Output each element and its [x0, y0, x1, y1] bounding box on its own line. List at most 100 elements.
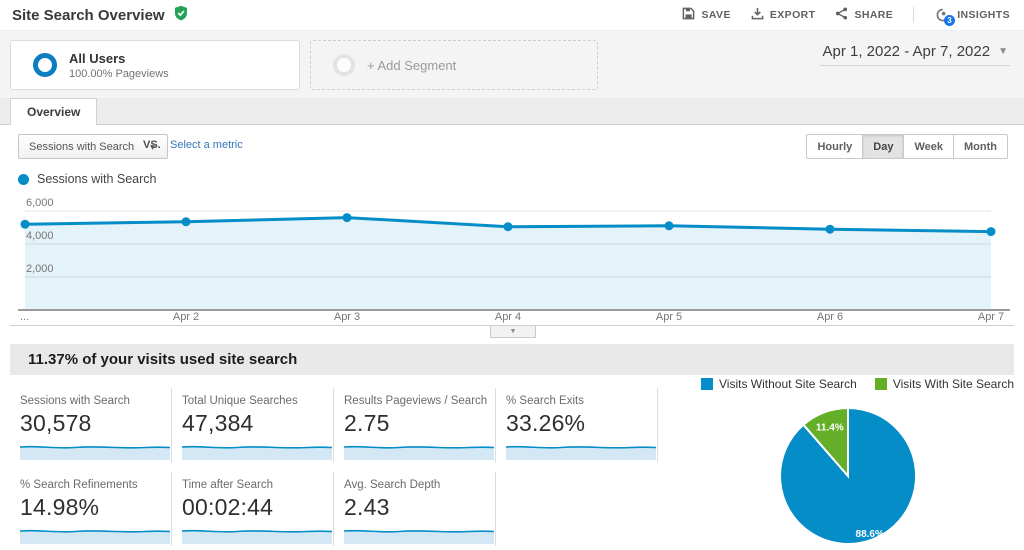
metric-search-exits[interactable]: % Search Exits 33.26% — [496, 388, 658, 462]
metric-sparkline — [343, 522, 495, 544]
data-point[interactable] — [20, 219, 30, 229]
data-point[interactable] — [503, 222, 513, 232]
metric-label: % Search Exits — [506, 395, 584, 407]
chevron-down-icon: ▼ — [998, 46, 1008, 57]
x-tick-label: Apr 4 — [494, 311, 522, 323]
segment-ring-icon — [33, 53, 57, 77]
y-tick-label: 2,000 — [26, 263, 54, 275]
metric-value: 47,384 — [182, 410, 254, 436]
export-icon — [751, 7, 764, 23]
date-range-selector[interactable]: Apr 1, 2022 - Apr 7, 2022 ▼ — [820, 43, 1010, 66]
insights-button[interactable]: 3 INSIGHTS — [934, 7, 1010, 26]
add-segment-label: + Add Segment — [367, 57, 457, 73]
granularity-week-button[interactable]: Week — [903, 134, 955, 159]
data-point[interactable] — [986, 227, 996, 237]
select-metric-link[interactable]: Select a metric — [170, 139, 243, 151]
y-tick-label: 6,000 — [26, 197, 54, 209]
metric-sparkline — [181, 522, 333, 544]
metric-sparkline — [343, 438, 495, 460]
x-tick-label: Apr 5 — [655, 311, 683, 323]
chevron-down-icon: ▼ — [148, 141, 158, 152]
export-label: EXPORT — [769, 9, 816, 21]
metric-value: 33.26% — [506, 410, 586, 436]
tab-overview[interactable]: Overview — [10, 98, 98, 125]
summary-banner: 11.37% of your visits used site search — [10, 344, 1014, 375]
metric-label: Sessions with Search — [20, 395, 130, 407]
toolbar-divider — [913, 7, 915, 23]
metric-label: Results Pageviews / Search — [344, 395, 488, 407]
report-actions: SAVE EXPORT SHARE 3 INSIGHTS — [682, 7, 1010, 26]
data-points — [20, 213, 996, 237]
report-header: Site Search Overview SAVE EXPORT — [0, 0, 1024, 30]
insights-label: INSIGHTS — [957, 9, 1010, 21]
y-tick-label: 4,000 — [26, 230, 54, 242]
data-point[interactable] — [664, 221, 674, 231]
site-search-pie-chart: 11.4% 88.6% — [779, 406, 918, 545]
metric-dropdown[interactable]: Sessions with Search ▼ — [18, 134, 169, 159]
area-fill — [25, 217, 991, 310]
export-button[interactable]: EXPORT — [751, 7, 816, 23]
x-tick-label: ... — [20, 311, 30, 323]
metric-value: 2.43 — [344, 494, 390, 520]
granularity-toggle: Hourly Day Week Month — [806, 134, 1008, 159]
x-tick-label: Apr 3 — [333, 311, 361, 323]
add-segment-button[interactable]: + Add Segment — [310, 40, 598, 90]
tab-bar: Overview — [0, 98, 1024, 125]
verified-shield-icon — [173, 5, 189, 26]
segment-detail: 100.00% Pageviews — [69, 67, 169, 80]
scrubber-handle[interactable]: ▼ — [490, 326, 536, 338]
series-dot-icon — [18, 173, 29, 185]
share-icon — [835, 7, 848, 23]
save-button[interactable]: SAVE — [682, 7, 730, 23]
segment-all-users[interactable]: All Users 100.00% Pageviews — [10, 40, 300, 90]
chart-scrubber: ▼ — [10, 325, 1014, 339]
x-tick-label: Apr 7 — [977, 311, 1005, 323]
pie-slice-label: 88.6% — [856, 529, 884, 540]
legend-label: Visits Without Site Search — [719, 377, 857, 391]
metric-total-unique-searches[interactable]: Total Unique Searches 47,384 — [172, 388, 334, 462]
metric-label: Total Unique Searches — [182, 395, 298, 407]
metric-avg-search-depth[interactable]: Avg. Search Depth 2.43 — [334, 472, 496, 546]
vs-label: VS. — [143, 139, 161, 151]
timeline-chart[interactable] — [0, 195, 1024, 315]
metric-dropdown-value: Sessions with Search — [29, 140, 135, 153]
metric-empty-cell — [496, 472, 658, 546]
metric-search-refinements[interactable]: % Search Refinements 14.98% — [10, 472, 172, 546]
metric-sparkline — [505, 438, 657, 460]
data-point[interactable] — [342, 213, 352, 223]
pie-slice-label: 11.4% — [816, 422, 844, 433]
metric-results-pageviews-per-search[interactable]: Results Pageviews / Search 2.75 — [334, 388, 496, 462]
add-segment-ring-icon — [333, 54, 355, 76]
data-point[interactable] — [181, 217, 191, 227]
legend-visits-with-site-search[interactable]: Visits With Site Search — [874, 377, 1014, 391]
page-title: Site Search Overview — [12, 6, 165, 24]
legend-swatch-green-icon — [874, 378, 887, 390]
metric-value: 2.75 — [344, 410, 390, 436]
metric-label: % Search Refinements — [20, 479, 138, 491]
granularity-hourly-button[interactable]: Hourly — [806, 134, 864, 159]
legend-visits-without-site-search[interactable]: Visits Without Site Search — [701, 377, 857, 391]
data-point[interactable] — [825, 224, 835, 234]
pie-slice-visits-with-site-search[interactable] — [801, 406, 849, 479]
series-legend-label: Sessions with Search — [37, 172, 157, 186]
metrics-row: % Search Refinements 14.98% Time after S… — [10, 472, 658, 546]
metric-sessions-with-search[interactable]: Sessions with Search 30,578 — [10, 388, 172, 462]
title-wrap: Site Search Overview — [12, 5, 189, 26]
save-icon — [682, 7, 695, 23]
metric-sparkline — [181, 438, 333, 460]
summary-banner-text: 11.37% of your visits used site search — [28, 351, 298, 368]
granularity-month-button[interactable]: Month — [953, 134, 1008, 159]
save-label: SAVE — [701, 9, 731, 21]
metric-time-after-search[interactable]: Time after Search 00:02:44 — [172, 472, 334, 546]
legend-label: Visits With Site Search — [892, 377, 1014, 391]
metric-value: 14.98% — [20, 494, 100, 520]
segment-bar: All Users 100.00% Pageviews + Add Segmen… — [0, 30, 1024, 98]
insights-icon: 3 — [934, 7, 956, 26]
segment-name: All Users — [69, 50, 126, 66]
granularity-day-button[interactable]: Day — [862, 134, 905, 159]
share-button[interactable]: SHARE — [835, 7, 893, 23]
insights-badge: 3 — [944, 15, 956, 26]
legend-swatch-blue-icon — [701, 378, 713, 390]
x-tick-label: Apr 6 — [816, 311, 844, 323]
